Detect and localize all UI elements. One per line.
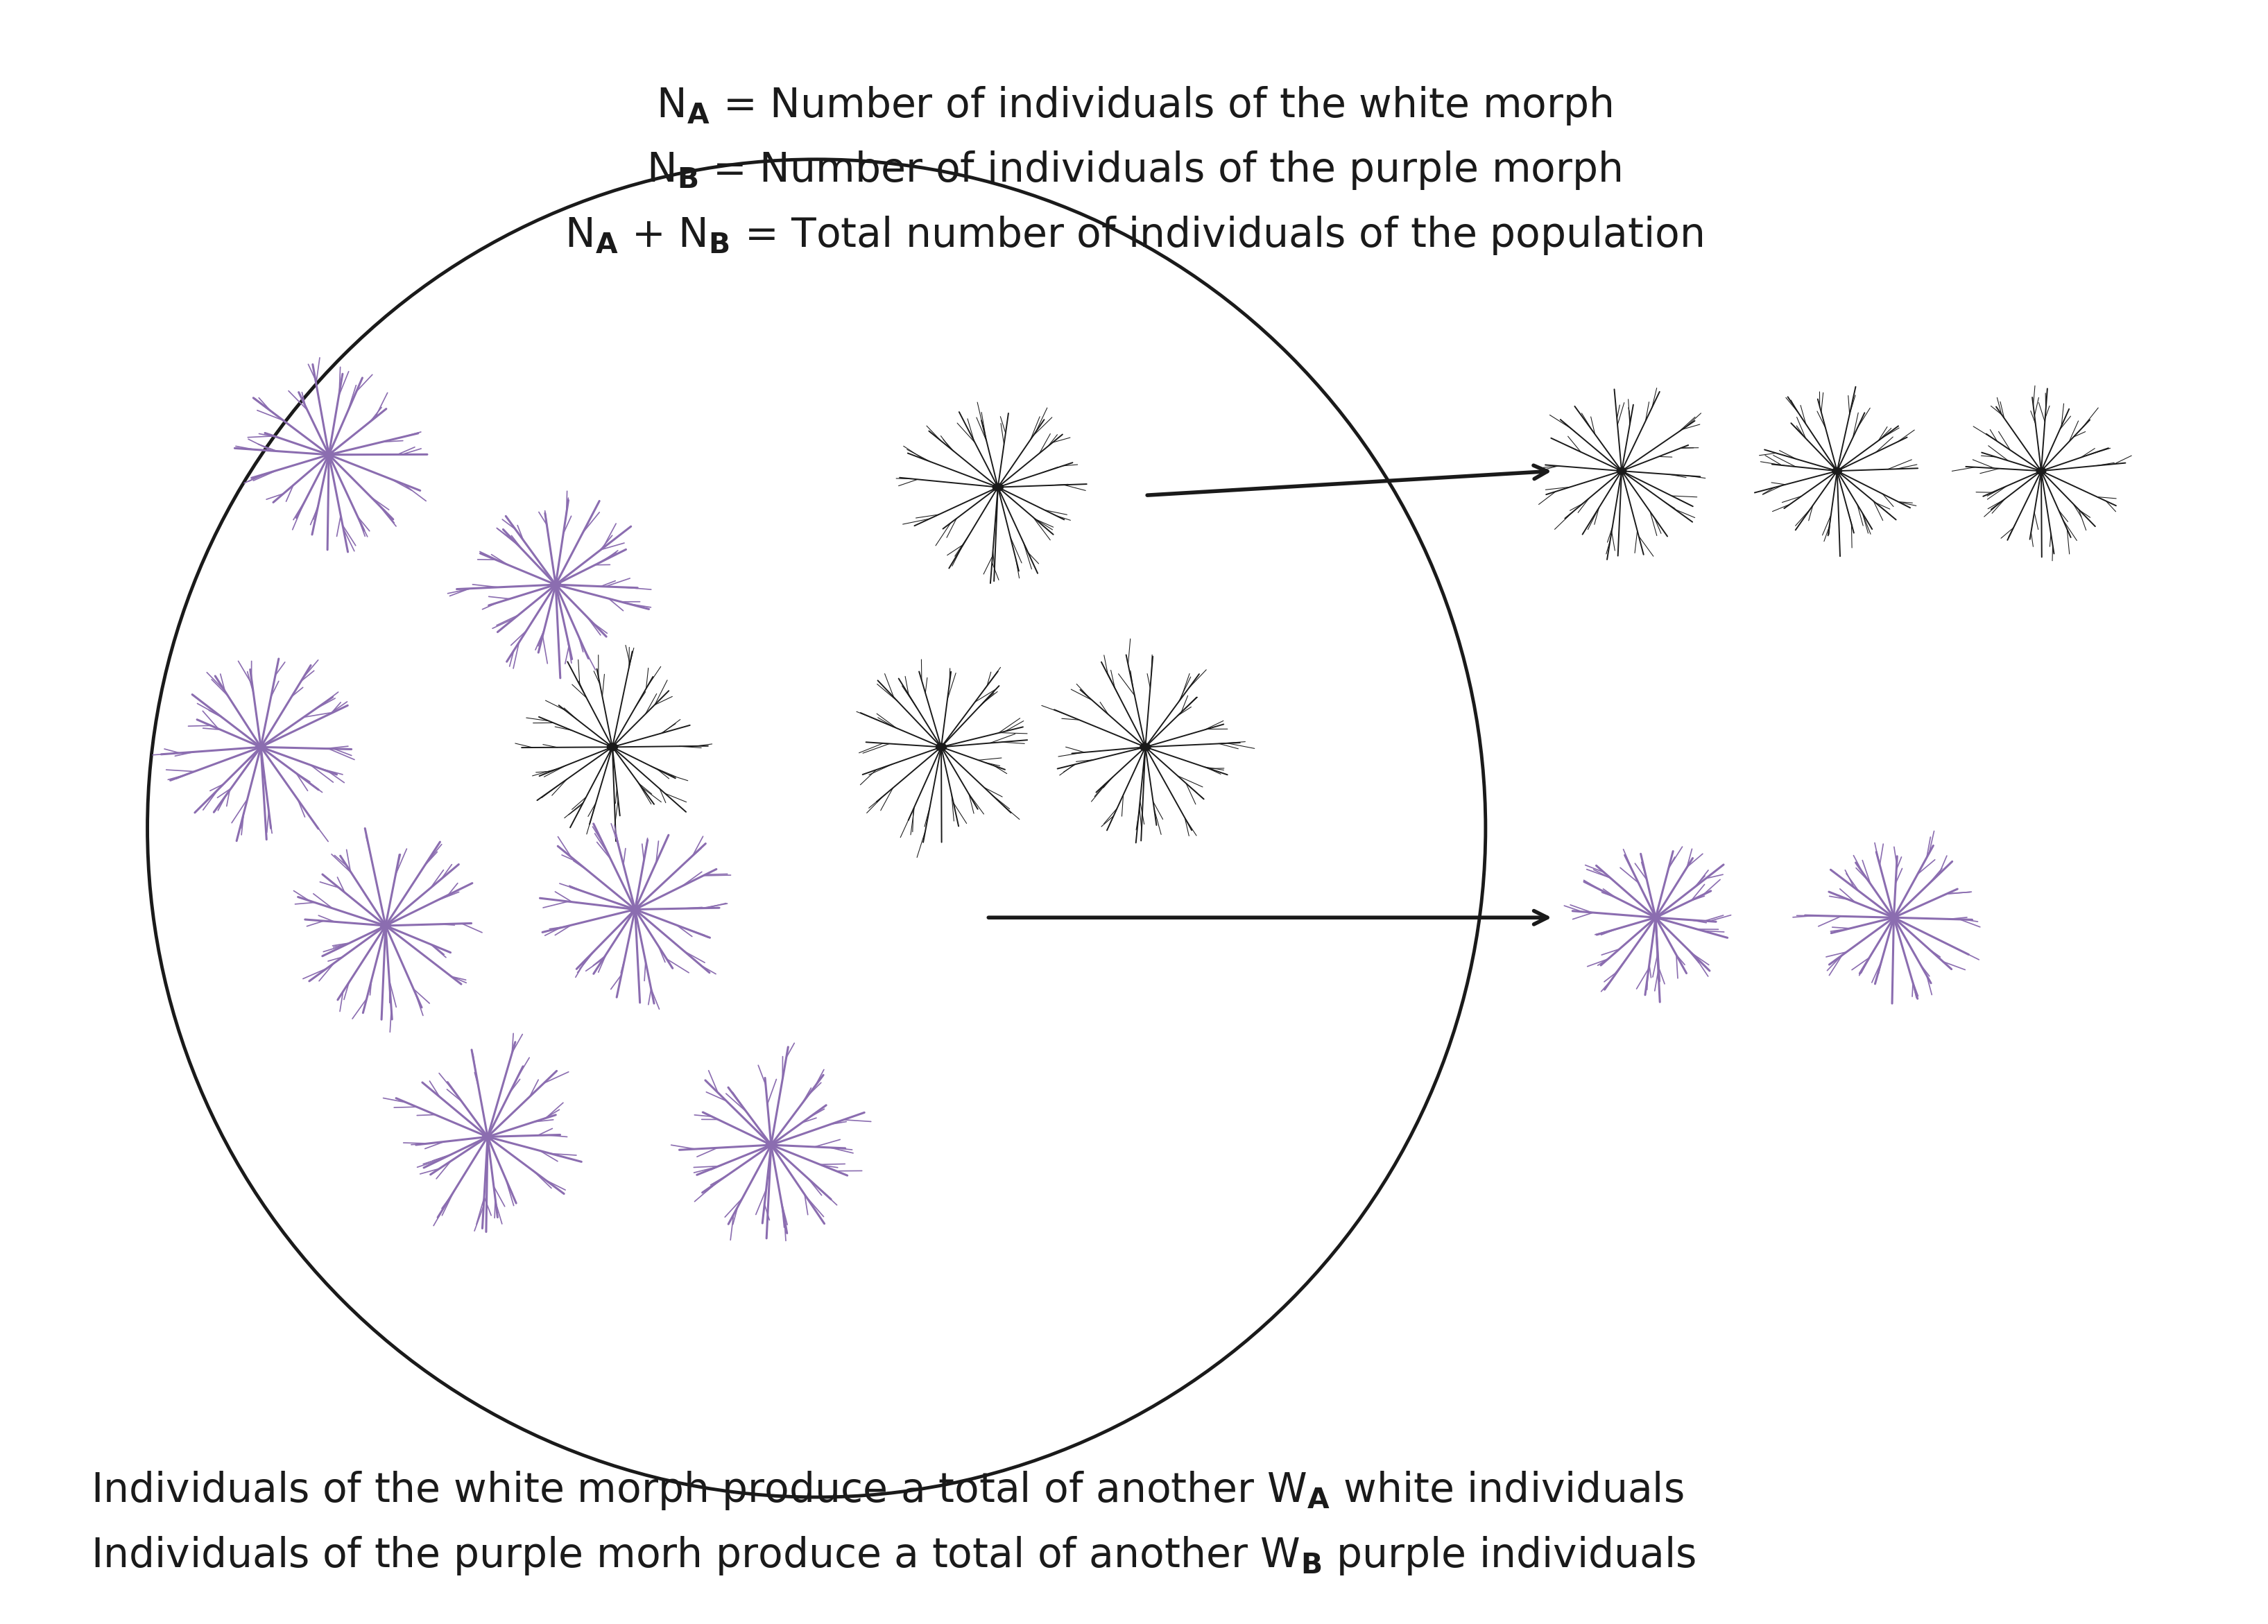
Circle shape	[2037, 468, 2046, 474]
Circle shape	[551, 581, 560, 588]
Circle shape	[1617, 468, 1626, 474]
Text: N$_\mathbf{B}$ = Number of individuals of the purple morph: N$_\mathbf{B}$ = Number of individuals o…	[646, 149, 1622, 192]
Circle shape	[256, 744, 265, 750]
Text: Individuals of the purple morh produce a total of another W$_\mathbf{B}$ purple : Individuals of the purple morh produce a…	[91, 1535, 1696, 1577]
Text: N$_\mathbf{A}$ + N$_\mathbf{B}$ = Total number of individuals of the population: N$_\mathbf{A}$ + N$_\mathbf{B}$ = Total …	[565, 214, 1703, 257]
Circle shape	[1651, 914, 1660, 921]
Circle shape	[324, 451, 333, 458]
Circle shape	[937, 744, 946, 750]
Circle shape	[993, 484, 1002, 490]
Text: Individuals of the white morph produce a total of another W$_\mathbf{A}$ white i: Individuals of the white morph produce a…	[91, 1470, 1683, 1512]
Circle shape	[1141, 744, 1150, 750]
Circle shape	[631, 906, 640, 913]
Circle shape	[767, 1142, 776, 1148]
Circle shape	[1833, 468, 1842, 474]
Circle shape	[1889, 914, 1898, 921]
Circle shape	[381, 922, 390, 929]
Circle shape	[483, 1134, 492, 1140]
Circle shape	[608, 744, 617, 750]
Text: N$_\mathbf{A}$ = Number of individuals of the white morph: N$_\mathbf{A}$ = Number of individuals o…	[655, 84, 1613, 127]
